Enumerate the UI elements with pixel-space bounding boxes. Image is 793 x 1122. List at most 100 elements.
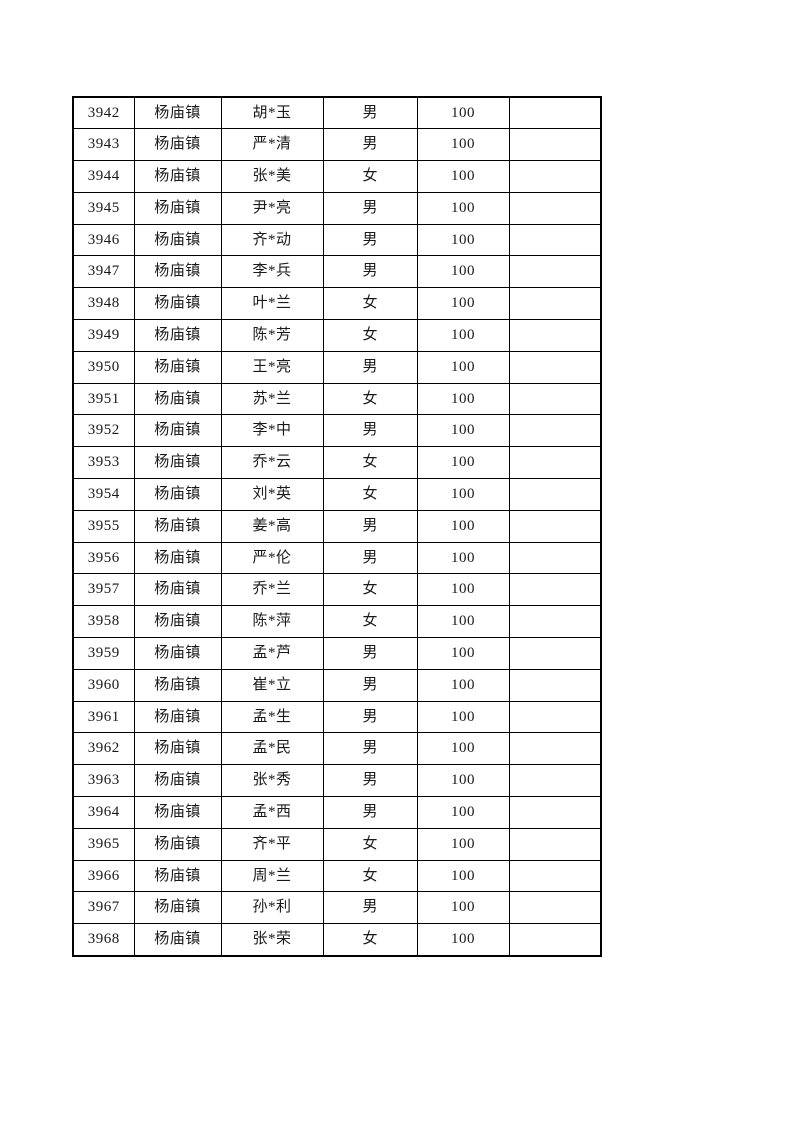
cell-town: 杨庙镇 (133, 160, 222, 193)
cell-amount: 100 (416, 350, 510, 384)
cell-amount: 100 (416, 255, 510, 289)
cell-masked-name: 乔*兰 (220, 573, 324, 607)
cell-serial-number: 3952 (72, 414, 135, 448)
cell-masked-name: 李*兵 (220, 255, 324, 289)
cell-masked-name: 孟*西 (220, 796, 324, 829)
cell-amount: 100 (416, 859, 510, 893)
cell-town: 杨庙镇 (133, 446, 222, 480)
cell-amount: 100 (416, 700, 510, 734)
cell-serial-number: 3949 (72, 319, 135, 352)
cell-amount: 100 (416, 128, 510, 162)
table-row: 3947 杨庙镇 李*兵 男 100 (72, 255, 602, 289)
cell-amount: 100 (416, 446, 510, 480)
cell-note (508, 923, 602, 957)
cell-note (508, 382, 602, 416)
cell-masked-name: 齐*平 (220, 827, 324, 861)
cell-serial-number: 3944 (72, 160, 135, 193)
table-row: 3950 杨庙镇 王*亮 男 100 (72, 350, 602, 384)
cell-masked-name: 乔*云 (220, 446, 324, 480)
cell-gender: 男 (322, 637, 418, 670)
cell-town: 杨庙镇 (133, 605, 222, 639)
cell-masked-name: 姜*高 (220, 509, 324, 543)
cell-gender: 女 (322, 287, 418, 321)
cell-amount: 100 (416, 319, 510, 352)
cell-gender: 男 (322, 764, 418, 798)
cell-town: 杨庙镇 (133, 796, 222, 829)
cell-gender: 男 (322, 128, 418, 162)
cell-gender: 女 (322, 319, 418, 352)
cell-gender: 男 (322, 732, 418, 766)
cell-note (508, 350, 602, 384)
cell-serial-number: 3955 (72, 509, 135, 543)
table-row: 3960 杨庙镇 崔*立 男 100 (72, 668, 602, 702)
cell-note (508, 414, 602, 448)
cell-town: 杨庙镇 (133, 732, 222, 766)
table-row: 3951 杨庙镇 苏*兰 女 100 (72, 382, 602, 416)
cell-masked-name: 刘*英 (220, 478, 324, 511)
cell-amount: 100 (416, 605, 510, 639)
table-row: 3968 杨庙镇 张*荣 女 100 (72, 923, 602, 957)
cell-town: 杨庙镇 (133, 191, 222, 225)
table-row: 3946 杨庙镇 齐*动 男 100 (72, 223, 602, 257)
cell-serial-number: 3966 (72, 859, 135, 893)
cell-town: 杨庙镇 (133, 764, 222, 798)
table-row: 3959 杨庙镇 孟*芦 男 100 (72, 637, 602, 670)
cell-amount: 100 (416, 382, 510, 416)
cell-masked-name: 胡*玉 (220, 96, 324, 130)
table-row: 3942 杨庙镇 胡*玉 男 100 (72, 96, 602, 130)
cell-note (508, 573, 602, 607)
cell-town: 杨庙镇 (133, 827, 222, 861)
cell-note (508, 160, 602, 193)
cell-note (508, 605, 602, 639)
cell-town: 杨庙镇 (133, 668, 222, 702)
cell-town: 杨庙镇 (133, 255, 222, 289)
cell-amount: 100 (416, 541, 510, 575)
cell-gender: 男 (322, 414, 418, 448)
table-row: 3954 杨庙镇 刘*英 女 100 (72, 478, 602, 511)
cell-gender: 女 (322, 923, 418, 957)
cell-note (508, 796, 602, 829)
cell-gender: 男 (322, 700, 418, 734)
cell-serial-number: 3950 (72, 350, 135, 384)
cell-note (508, 859, 602, 893)
cell-amount: 100 (416, 223, 510, 257)
cell-masked-name: 齐*动 (220, 223, 324, 257)
cell-town: 杨庙镇 (133, 319, 222, 352)
cell-amount: 100 (416, 668, 510, 702)
table-row: 3949 杨庙镇 陈*芳 女 100 (72, 319, 602, 352)
cell-gender: 女 (322, 160, 418, 193)
cell-masked-name: 尹*亮 (220, 191, 324, 225)
cell-note (508, 478, 602, 511)
table-row: 3962 杨庙镇 孟*民 男 100 (72, 732, 602, 766)
cell-gender: 男 (322, 191, 418, 225)
cell-masked-name: 孙*利 (220, 891, 324, 925)
cell-serial-number: 3945 (72, 191, 135, 225)
cell-serial-number: 3958 (72, 605, 135, 639)
table-row: 3957 杨庙镇 乔*兰 女 100 (72, 573, 602, 607)
cell-note (508, 223, 602, 257)
cell-serial-number: 3963 (72, 764, 135, 798)
cell-town: 杨庙镇 (133, 478, 222, 511)
cell-note (508, 541, 602, 575)
cell-gender: 男 (322, 509, 418, 543)
cell-serial-number: 3968 (72, 923, 135, 957)
cell-note (508, 700, 602, 734)
cell-serial-number: 3960 (72, 668, 135, 702)
table-row: 3952 杨庙镇 李*中 男 100 (72, 414, 602, 448)
cell-amount: 100 (416, 796, 510, 829)
cell-town: 杨庙镇 (133, 700, 222, 734)
cell-masked-name: 叶*兰 (220, 287, 324, 321)
roster-table-body: 3942 杨庙镇 胡*玉 男 100 3943 杨庙镇 严*清 男 100 (72, 96, 602, 957)
cell-masked-name: 张*美 (220, 160, 324, 193)
cell-amount: 100 (416, 478, 510, 511)
cell-gender: 男 (322, 891, 418, 925)
cell-note (508, 732, 602, 766)
cell-masked-name: 苏*兰 (220, 382, 324, 416)
cell-amount: 100 (416, 509, 510, 543)
cell-masked-name: 崔*立 (220, 668, 324, 702)
cell-serial-number: 3948 (72, 287, 135, 321)
cell-serial-number: 3962 (72, 732, 135, 766)
cell-amount: 100 (416, 764, 510, 798)
cell-amount: 100 (416, 732, 510, 766)
table-row: 3958 杨庙镇 陈*萍 女 100 (72, 605, 602, 639)
